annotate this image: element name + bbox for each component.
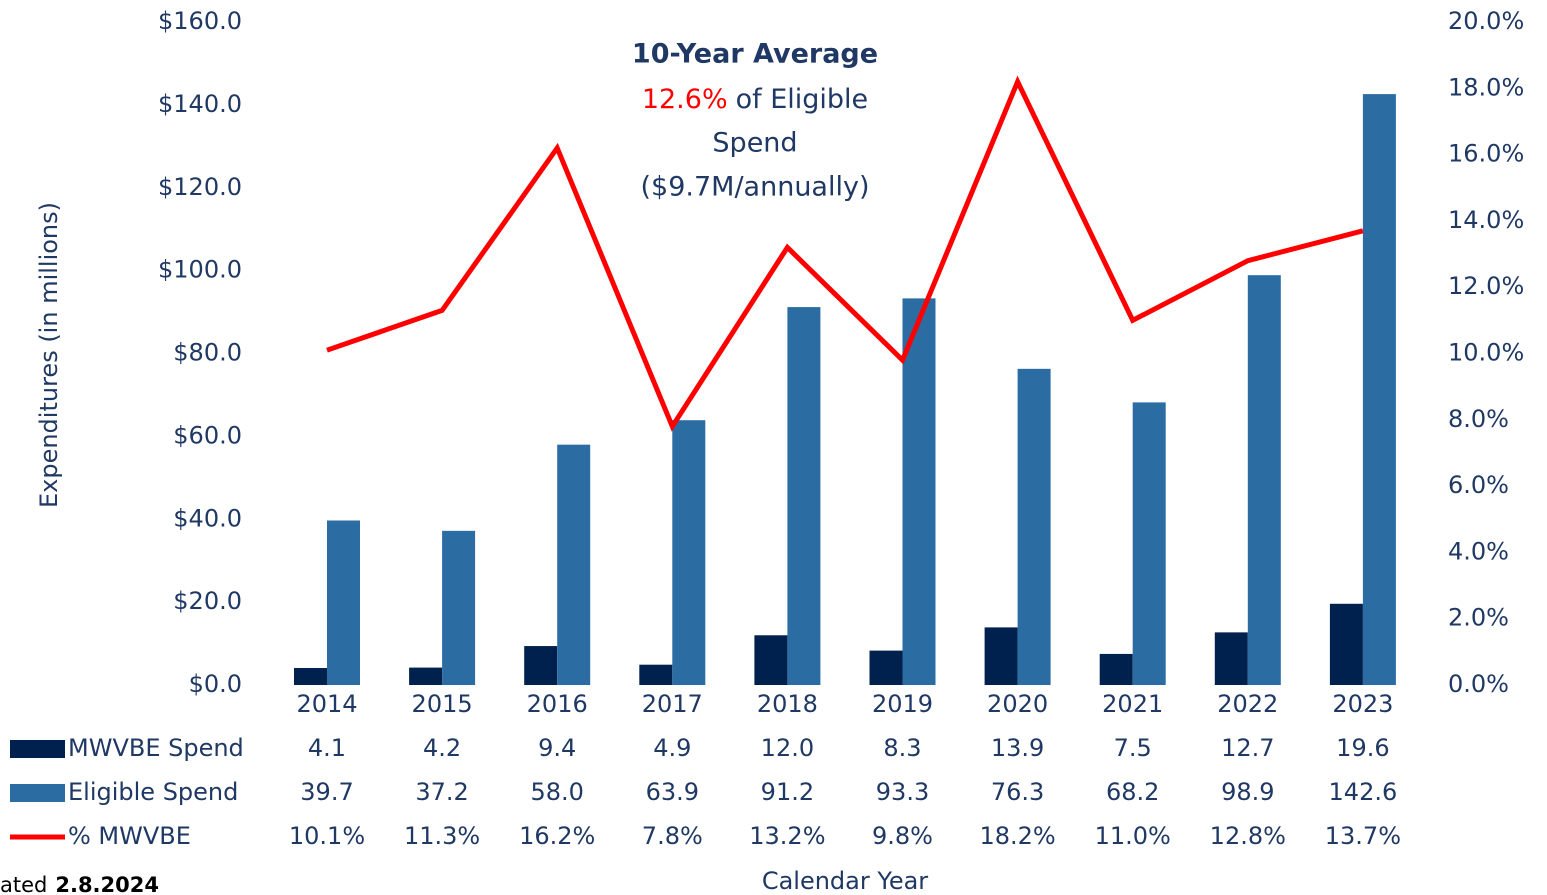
bar [1329,603,1363,685]
y-tick-label: $160.0 [158,7,242,35]
annotation-highlight: 12.6% [642,84,728,115]
x-tick-label: 2020 [987,690,1048,718]
data-label: 76.3 [991,778,1044,806]
bar [557,444,591,685]
x-tick-label: 2019 [872,690,933,718]
annotation-title: 10-Year Average [632,39,878,70]
legend-label: MWVBE Spend [68,734,244,762]
data-label: 93.3 [876,778,929,806]
annotation-line: 12.6% of Eligible [642,84,868,115]
bar [409,667,443,685]
x-tick-label: 2015 [412,690,473,718]
legend-key [10,740,65,758]
x-tick-label: 2023 [1332,690,1393,718]
y2-tick-label: 8.0% [1448,405,1509,433]
y2-tick-label: 2.0% [1448,604,1509,632]
x-tick-label: 2016 [527,690,588,718]
y2-tick-label: 10.0% [1448,339,1524,367]
y-tick-label: $120.0 [158,173,242,201]
data-label: 12.7 [1221,734,1274,762]
data-label: 13.9 [991,734,1044,762]
data-label: 7.5 [1114,734,1152,762]
bar [327,520,360,685]
data-label: 91.2 [761,778,814,806]
y2-tick-label: 16.0% [1448,140,1524,168]
note-text: ated [0,873,47,895]
bar [672,420,706,685]
data-label: 13.2% [749,822,825,850]
data-label: 11.3% [404,822,480,850]
data-label: 12.0 [761,734,814,762]
annotation-text: Spend [712,128,797,159]
y2-tick-label: 14.0% [1448,206,1524,234]
data-label: 7.8% [642,822,703,850]
bar [984,627,1018,685]
x-tick-label: 2022 [1217,690,1278,718]
note-date: 2.8.2024 [55,873,159,895]
bar [1247,275,1281,685]
data-label: 4.9 [653,734,691,762]
y2-tick-label: 12.0% [1448,272,1524,300]
bar [524,646,558,685]
x-tick-label: 2018 [757,690,818,718]
x-tick-label: 2017 [642,690,703,718]
y2-tick-label: 6.0% [1448,471,1509,499]
annotation-text: of Eligible [736,84,869,115]
y-tick-label: $40.0 [173,504,242,532]
bar [1132,402,1166,685]
y-tick-label: $100.0 [158,256,242,284]
data-label: 4.2 [423,734,461,762]
data-label: 11.0% [1095,822,1171,850]
bar [639,664,673,685]
data-label: 9.4 [538,734,576,762]
bar [442,530,476,685]
bar [294,668,327,685]
data-label: 12.8% [1210,822,1286,850]
data-label: 16.2% [519,822,595,850]
data-label: 13.7% [1325,822,1401,850]
x-axis-label: Calendar Year [762,867,928,895]
line [326,75,1364,432]
y2-tick-label: 18.0% [1448,73,1524,101]
y-axis-label: Expenditures (in millions) [35,202,63,508]
annotation-text: ($9.7M/annually) [641,172,870,203]
data-label: 8.3 [883,734,921,762]
bar [1362,94,1396,685]
y2-tick-label: 4.0% [1448,537,1509,565]
bar [754,635,788,685]
y-tick-label: $140.0 [158,90,242,118]
data-label: 98.9 [1221,778,1274,806]
legend-key [10,784,65,802]
data-label: 10.1% [289,822,365,850]
data-label: 63.9 [646,778,699,806]
data-label: 39.7 [300,778,353,806]
x-tick-label: 2021 [1102,690,1163,718]
bar [1017,368,1051,685]
data-label: 68.2 [1106,778,1159,806]
bar [787,307,821,685]
bar [1099,653,1133,685]
data-label: 19.6 [1336,734,1389,762]
bar [1214,632,1248,685]
bar [902,298,936,685]
data-label: 37.2 [415,778,468,806]
data-label: 142.6 [1329,778,1398,806]
y-tick-label: $0.0 [189,670,242,698]
y-tick-label: $20.0 [173,587,242,615]
data-label: 18.2% [979,822,1055,850]
data-label: 58.0 [530,778,583,806]
y-tick-label: $80.0 [173,339,242,367]
bar [869,650,903,685]
y2-tick-label: 20.0% [1448,7,1524,35]
y2-tick-label: 0.0% [1448,670,1509,698]
data-label: 9.8% [872,822,933,850]
x-tick-label: 2014 [296,690,357,718]
data-label: 4.1 [308,734,346,762]
legend-label: Eligible Spend [68,778,238,806]
legend-label: % MWVBE [68,822,191,850]
note: ated 2.8.2024 [0,873,159,895]
y-tick-label: $60.0 [173,421,242,449]
